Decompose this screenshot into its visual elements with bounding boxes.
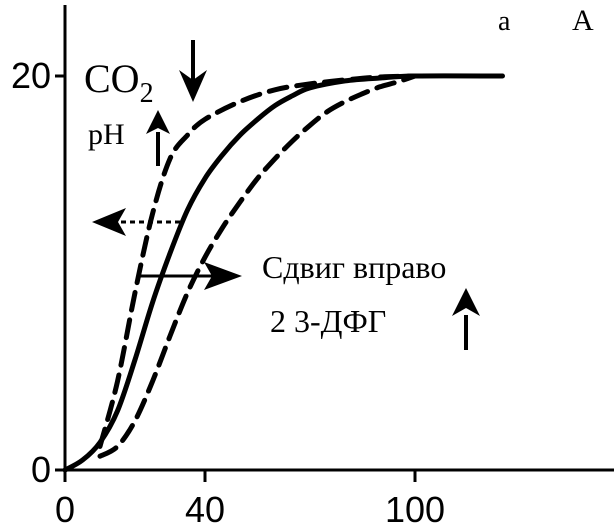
y-tick-label-1: 20 bbox=[11, 55, 51, 96]
right-shift-label: Сдвиг вправо bbox=[262, 249, 446, 285]
x-tick-label-0: 0 bbox=[55, 489, 75, 528]
co2-down-arrow bbox=[179, 40, 207, 102]
curve-2-dashed bbox=[97, 73, 418, 449]
figure-letter: A bbox=[572, 4, 594, 37]
x-tick-label-1: 40 bbox=[185, 489, 225, 528]
curve-1-solid bbox=[62, 73, 505, 473]
dpg-up-arrow bbox=[452, 288, 480, 350]
curve-3-dashed bbox=[97, 73, 418, 459]
right-shift-arrow bbox=[140, 262, 242, 290]
dpg-label: 2 3-ДФГ bbox=[270, 303, 386, 339]
co2-label: CO2 bbox=[84, 56, 154, 109]
left-shift-arrow bbox=[92, 208, 180, 236]
x-tick-label-2: 100 bbox=[385, 489, 445, 528]
ph-up-arrow bbox=[146, 110, 170, 166]
panel-label: а bbox=[498, 6, 511, 37]
co2-subscript: 2 bbox=[140, 78, 154, 109]
ph-label: pH bbox=[88, 118, 125, 151]
y-tick-label-0: 0 bbox=[31, 449, 51, 490]
co2-text: CO bbox=[84, 56, 140, 101]
